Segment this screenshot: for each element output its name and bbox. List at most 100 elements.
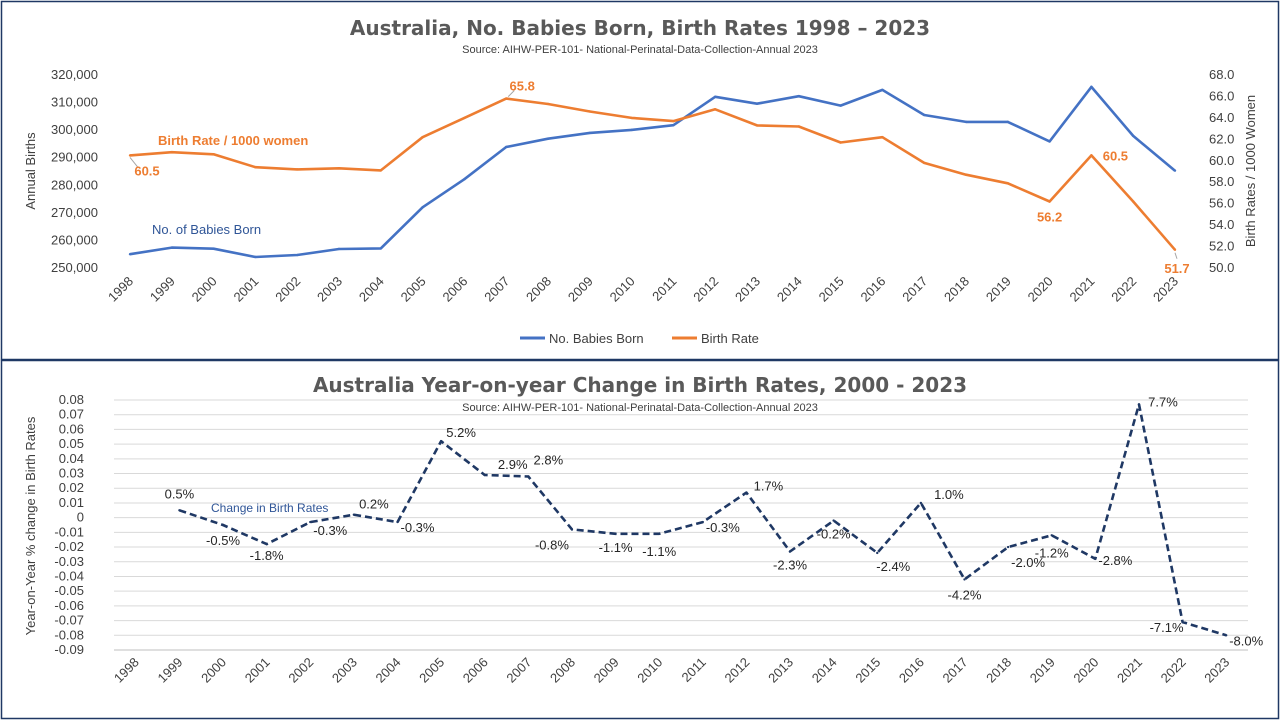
- right-tick-label: 62.0: [1209, 131, 1234, 146]
- babies-born-point: [1006, 120, 1009, 124]
- right-tick-label: 60.0: [1209, 153, 1234, 168]
- birth-rate-point: [714, 108, 717, 111]
- change-point: [919, 501, 923, 505]
- babies-born-point: [755, 102, 759, 105]
- yoy-data-label: -2.4%: [876, 559, 910, 574]
- birth-rate-point: [546, 102, 550, 106]
- yoy-data-label: -0.8%: [535, 537, 569, 552]
- top-chart-frame: [0, 0, 1280, 361]
- bottom-chart-subtitle: Source: AIHW-PER-101- National-Perinatal…: [462, 402, 818, 414]
- babies-born-point: [714, 95, 717, 98]
- yoy-tick-label: 0.07: [59, 407, 84, 422]
- change-point: [178, 509, 181, 512]
- change-point: [1224, 634, 1228, 637]
- change-point: [1094, 557, 1097, 561]
- yoy-tick-label: 0.05: [59, 436, 84, 451]
- birth-rate-point: [379, 169, 382, 172]
- yoy-tick-label: -0.05: [54, 583, 84, 598]
- birth-rate-data-label: 51.7: [1164, 261, 1189, 276]
- babies-born-point: [421, 206, 424, 209]
- birth-rate-point: [254, 166, 257, 169]
- yoy-data-label: -2.0%: [1011, 555, 1045, 570]
- top-chart-legend: No. Babies Born Birth Rate: [520, 331, 759, 346]
- bottom-chart-frame: [0, 359, 1280, 720]
- change-point: [1181, 620, 1184, 624]
- change-point: [1137, 403, 1141, 406]
- birth-rate-point: [881, 135, 884, 139]
- yoy-tick-label: 0.01: [59, 495, 84, 510]
- yoy-tick-label: -0.07: [54, 613, 84, 628]
- birth-rate-point: [755, 124, 759, 127]
- yoy-data-label: 5.2%: [446, 425, 476, 440]
- birth-rate-data-label: 65.8: [510, 79, 535, 94]
- change-point: [1050, 534, 1053, 537]
- yoy-data-label: -0.3%: [401, 520, 435, 535]
- babies-born-point: [212, 247, 215, 250]
- yoy-tick-label: 0.06: [59, 421, 84, 436]
- yoy-tick-label: -0.02: [54, 539, 84, 554]
- babies-born-point: [1048, 140, 1051, 143]
- change-point: [527, 475, 530, 478]
- birth-rate-point: [1006, 182, 1009, 185]
- babies-born-point: [546, 137, 550, 140]
- birth-rate-point: [839, 141, 842, 144]
- babies-born-point: [505, 145, 508, 149]
- change-point: [788, 550, 792, 553]
- babies-born-point: [337, 247, 341, 251]
- right-tick-label: 68.0: [1209, 67, 1234, 82]
- legend-label-babies: No. Babies Born: [549, 331, 644, 346]
- birth-rate-point: [588, 110, 591, 113]
- yoy-data-label: 7.7%: [1148, 394, 1178, 409]
- data-label-leader: [507, 90, 515, 97]
- change-point: [221, 523, 225, 527]
- data-label-leader: [129, 157, 139, 168]
- change-point: [745, 491, 748, 494]
- yoy-data-label: -0.2%: [817, 527, 851, 542]
- yoy-data-label: -0.5%: [206, 533, 240, 548]
- yoy-data-label: 1.0%: [934, 487, 964, 502]
- yoy-data-label: -2.8%: [1098, 553, 1132, 568]
- yoy-tick-label: 0.02: [59, 480, 84, 495]
- change-point: [1006, 545, 1010, 549]
- left-tick-label: 320,000: [51, 67, 98, 82]
- babies-born-point: [296, 253, 299, 257]
- top-chart-subtitle: Source: AIHW-PER-101- National-Perinatal…: [462, 44, 818, 56]
- yoy-tick-label: -0.08: [54, 627, 84, 642]
- yoy-tick-label: -0.06: [54, 598, 84, 613]
- babies-born-point: [463, 178, 466, 181]
- right-tick-label: 58.0: [1209, 174, 1234, 189]
- change-point: [963, 578, 966, 581]
- babies-born-point: [1090, 85, 1093, 89]
- right-tick-label: 64.0: [1209, 110, 1234, 125]
- yoy-tick-label: -0.04: [54, 568, 84, 583]
- right-tick-label: 54.0: [1209, 217, 1234, 232]
- yoy-data-label: -8.0%: [1229, 633, 1263, 648]
- left-tick-label: 280,000: [51, 177, 98, 192]
- babies-born-point: [839, 104, 842, 107]
- yoy-data-label: -1.1%: [642, 544, 676, 559]
- right-tick-label: 50.0: [1209, 260, 1234, 275]
- change-point: [265, 542, 268, 546]
- yoy-data-label: -7.1%: [1150, 620, 1184, 635]
- babies-born-point: [170, 246, 173, 249]
- babies-born-point: [379, 247, 382, 250]
- babies-born-point: [1132, 134, 1135, 138]
- yoy-tick-label: -0.03: [54, 554, 84, 569]
- right-tick-label: 52.0: [1209, 239, 1234, 254]
- change-annotation: Change in Birth Rates: [211, 501, 328, 515]
- change-point: [309, 520, 312, 524]
- left-axis-title: Annual Births: [23, 132, 38, 210]
- change-point: [483, 473, 486, 477]
- yoy-data-label: -0.3%: [313, 523, 347, 538]
- babies-born-point: [1173, 169, 1177, 172]
- change-point: [439, 439, 443, 443]
- left-tick-label: 310,000: [51, 95, 98, 110]
- yoy-tick-label: -0.09: [54, 642, 84, 657]
- birth-rate-point: [212, 153, 215, 156]
- yoy-tick-label: 0: [77, 510, 84, 525]
- yoy-change-chart: Australia Year-on-year Change in Birth R…: [23, 373, 1264, 686]
- yoy-data-label: -2.3%: [773, 557, 807, 572]
- birth-rate-point: [672, 119, 675, 123]
- yoy-data-label: -4.2%: [948, 587, 982, 602]
- birth-rate-point: [505, 97, 508, 100]
